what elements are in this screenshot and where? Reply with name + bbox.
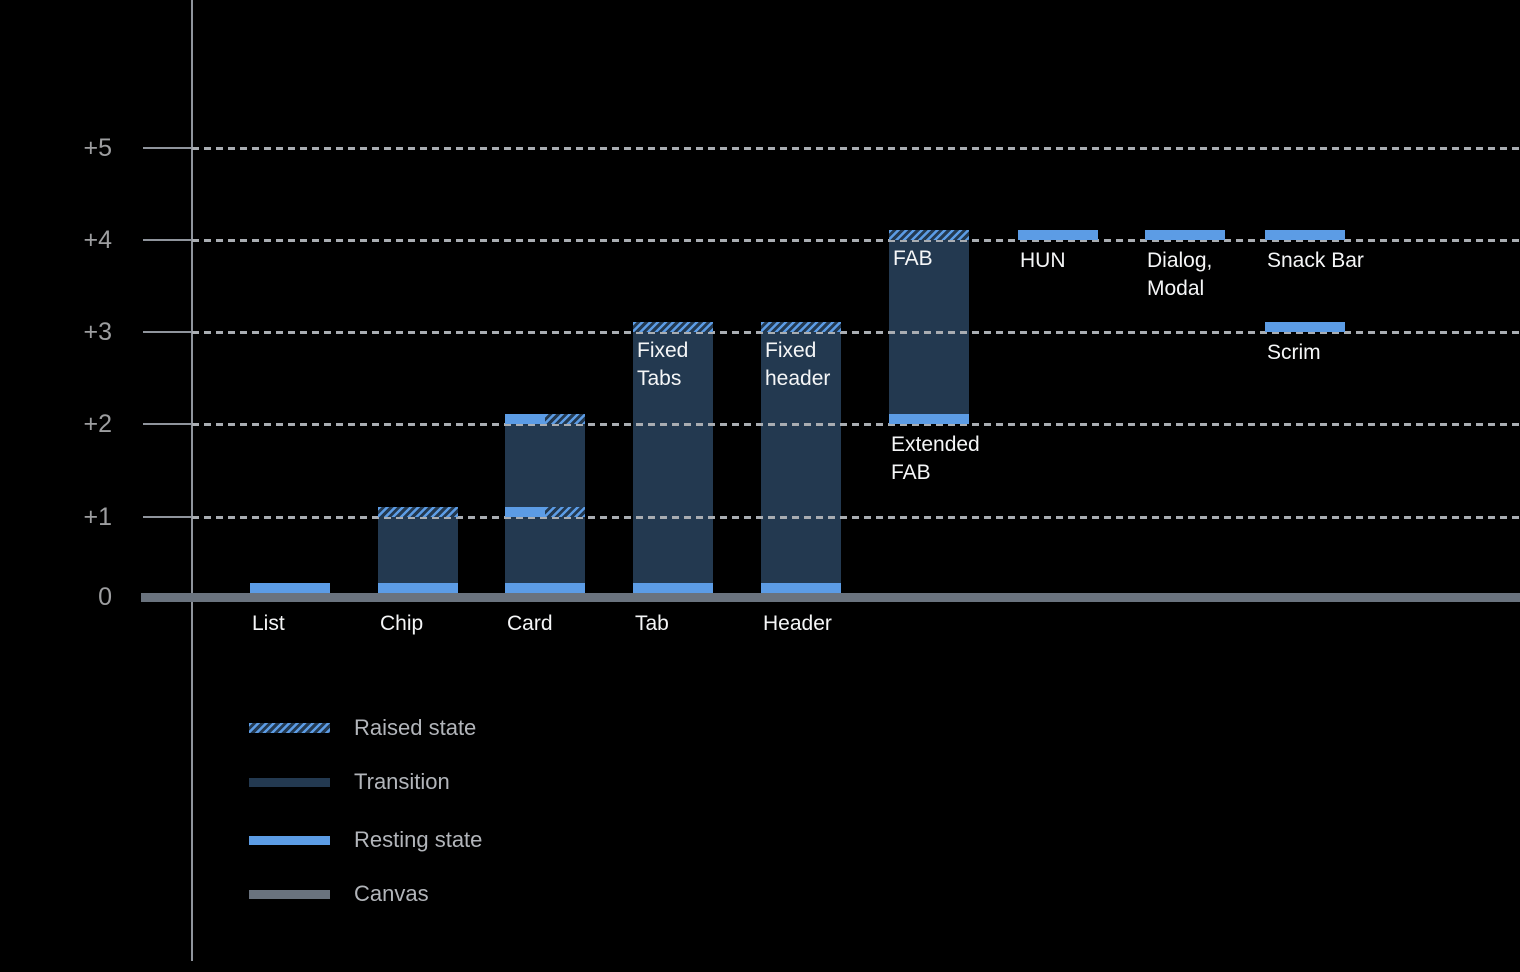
- transition-swatch: [249, 777, 330, 787]
- bar-extended-fab-raised-band-level4: [889, 230, 969, 240]
- bar-header-resting-band-level0: [761, 583, 841, 593]
- bar-card-resting-band-level0: [505, 583, 585, 593]
- raised-state-swatch: [249, 723, 330, 733]
- tick-4: [143, 239, 192, 241]
- bar-chip-raised-band-level1: [378, 507, 458, 517]
- bar-card-resting-band-level2: [505, 414, 545, 424]
- bar-chip-resting-band-level0: [378, 583, 458, 593]
- bar-card-raised-band-level2: [545, 414, 585, 424]
- gridline-3: [192, 331, 1520, 334]
- y-axis-line: [191, 0, 193, 961]
- bar-hun-resting-band-level4: [1018, 230, 1098, 240]
- bar-list-resting-band-level0: [250, 583, 330, 593]
- legend-item-raised-state: Raised state: [249, 717, 476, 739]
- y-tick-label-zero: 0: [98, 583, 112, 611]
- canvas-baseline: [141, 593, 1520, 602]
- canvas-swatch: [249, 889, 330, 899]
- y-tick-label-plus5: +5: [83, 134, 112, 162]
- bar-label-hun: HUN: [1020, 249, 1066, 272]
- bar-label-tab-inner: Fixed Tabs: [637, 339, 689, 390]
- resting-state-swatch: [249, 835, 330, 845]
- bar-snack-bar-resting-band-level4: [1265, 230, 1345, 240]
- bar-label-dialog-modal: Dialog, Modal: [1147, 249, 1213, 300]
- bar-label-header: Header: [763, 612, 832, 635]
- bar-scrim-resting-band-level3: [1265, 322, 1345, 332]
- bar-tab-resting-band-level0: [633, 583, 713, 593]
- bar-label-scrim: Scrim: [1267, 341, 1321, 364]
- bar-label-snack-bar: Snack Bar: [1267, 249, 1364, 272]
- bar-label-tab: Tab: [635, 612, 669, 635]
- bar-tab-raised-band-level3: [633, 322, 713, 332]
- legend-label-resting-state: Resting state: [354, 827, 483, 852]
- legend-item-transition: Transition: [249, 771, 450, 793]
- bar-tab-transition: [633, 322, 713, 593]
- gridline-5: [192, 147, 1520, 150]
- gridline-1: [192, 516, 1520, 519]
- gridline-2: [192, 423, 1520, 426]
- bar-header-transition: [761, 322, 841, 593]
- bar-card-transition: [505, 414, 585, 593]
- bar-extended-fab-transition: [889, 230, 969, 424]
- bar-label-extended-fab-inner: FAB: [893, 247, 933, 270]
- gridline-4: [192, 239, 1520, 242]
- bar-card-raised-band-level1: [545, 507, 585, 517]
- legend-label-canvas: Canvas: [354, 881, 429, 906]
- bar-label-list: List: [252, 612, 285, 635]
- y-tick-label-plus2: +2: [83, 410, 112, 438]
- bar-label-header-inner: Fixed header: [765, 339, 831, 390]
- legend-label-transition: Transition: [354, 769, 450, 794]
- y-tick-label-plus4: +4: [83, 226, 112, 254]
- bar-label-card: Card: [507, 612, 553, 635]
- y-tick-label-plus1: +1: [83, 503, 112, 531]
- legend-item-canvas: Canvas: [249, 883, 429, 905]
- tick-5: [143, 147, 192, 149]
- tick-1: [143, 516, 192, 518]
- bar-dialog-modal-resting-band-level4: [1145, 230, 1225, 240]
- bar-label-extended-fab: Extended FAB: [891, 433, 980, 484]
- y-tick-label-plus3: +3: [83, 318, 112, 346]
- legend-label-raised-state: Raised state: [354, 715, 477, 740]
- legend-item-resting-state: Resting state: [249, 829, 482, 851]
- bar-card-resting-band-level1: [505, 507, 545, 517]
- tick-3: [143, 331, 192, 333]
- bar-chip-transition: [378, 507, 458, 593]
- bar-label-chip: Chip: [380, 612, 424, 635]
- bar-extended-fab-resting-band-level2: [889, 414, 969, 424]
- tick-2: [143, 423, 192, 425]
- bar-header-raised-band-level3: [761, 322, 841, 332]
